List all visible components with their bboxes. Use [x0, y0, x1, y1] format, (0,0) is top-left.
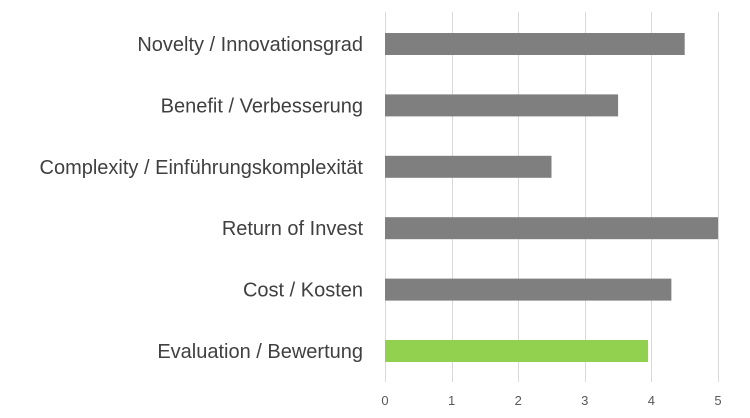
bar: [385, 340, 649, 362]
bar: [385, 94, 619, 117]
x-tick-label: 1: [448, 393, 455, 408]
category-label: Return of Invest: [222, 218, 364, 240]
gridlines: [385, 12, 719, 382]
x-tick-label: 2: [515, 393, 522, 408]
bars: [385, 33, 718, 362]
category-label: Complexity / Einführungskomplexität: [40, 157, 364, 179]
category-labels: Novelty / Innovationsgrad Benefit / Verbe…: [40, 34, 364, 363]
bar: [385, 278, 672, 301]
x-tick-label: 3: [581, 393, 588, 408]
x-tick-label: 4: [648, 393, 655, 408]
bar: [385, 217, 718, 240]
category-label: Cost / Kosten: [243, 280, 363, 302]
category-label: Evaluation / Bewertung: [157, 341, 363, 363]
x-tick-label: 5: [714, 393, 721, 408]
x-axis-tick-labels: 0 1 2 3 4 5: [381, 393, 721, 408]
category-label: Novelty / Innovationsgrad: [137, 34, 363, 56]
bar: [385, 33, 685, 55]
category-label: Benefit / Verbesserung: [161, 95, 363, 117]
x-tick-label: 0: [381, 393, 388, 408]
bar: [385, 155, 552, 178]
